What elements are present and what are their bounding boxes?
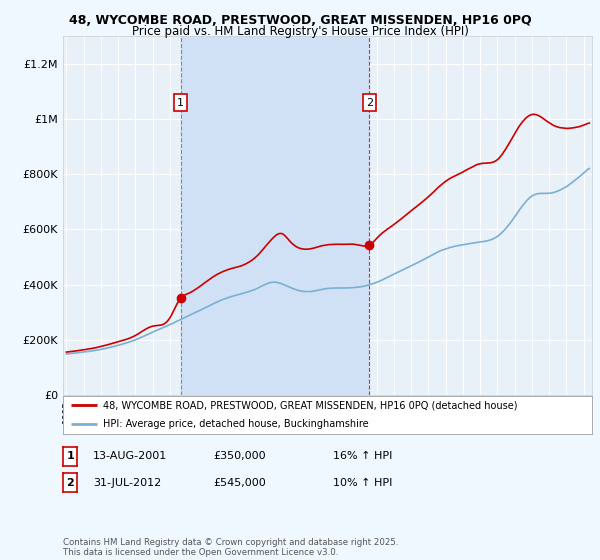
- Text: 48, WYCOMBE ROAD, PRESTWOOD, GREAT MISSENDEN, HP16 0PQ (detached house): 48, WYCOMBE ROAD, PRESTWOOD, GREAT MISSE…: [103, 400, 517, 410]
- Bar: [181, 36, 370, 395]
- Text: 1: 1: [67, 451, 74, 461]
- Text: Price paid vs. HM Land Registry's House Price Index (HPI): Price paid vs. HM Land Registry's House …: [131, 25, 469, 38]
- Text: 2: 2: [67, 478, 74, 488]
- Text: 10% ↑ HPI: 10% ↑ HPI: [333, 478, 392, 488]
- Text: 2: 2: [366, 97, 373, 108]
- Text: £545,000: £545,000: [213, 478, 266, 488]
- Text: 48, WYCOMBE ROAD, PRESTWOOD, GREAT MISSENDEN, HP16 0PQ: 48, WYCOMBE ROAD, PRESTWOOD, GREAT MISSE…: [68, 14, 532, 27]
- Text: HPI: Average price, detached house, Buckinghamshire: HPI: Average price, detached house, Buck…: [103, 419, 368, 430]
- Text: £350,000: £350,000: [213, 451, 266, 461]
- Text: 31-JUL-2012: 31-JUL-2012: [93, 478, 161, 488]
- Text: 1: 1: [177, 97, 184, 108]
- Text: Contains HM Land Registry data © Crown copyright and database right 2025.
This d: Contains HM Land Registry data © Crown c…: [63, 538, 398, 557]
- Text: 16% ↑ HPI: 16% ↑ HPI: [333, 451, 392, 461]
- Text: 13-AUG-2001: 13-AUG-2001: [93, 451, 167, 461]
